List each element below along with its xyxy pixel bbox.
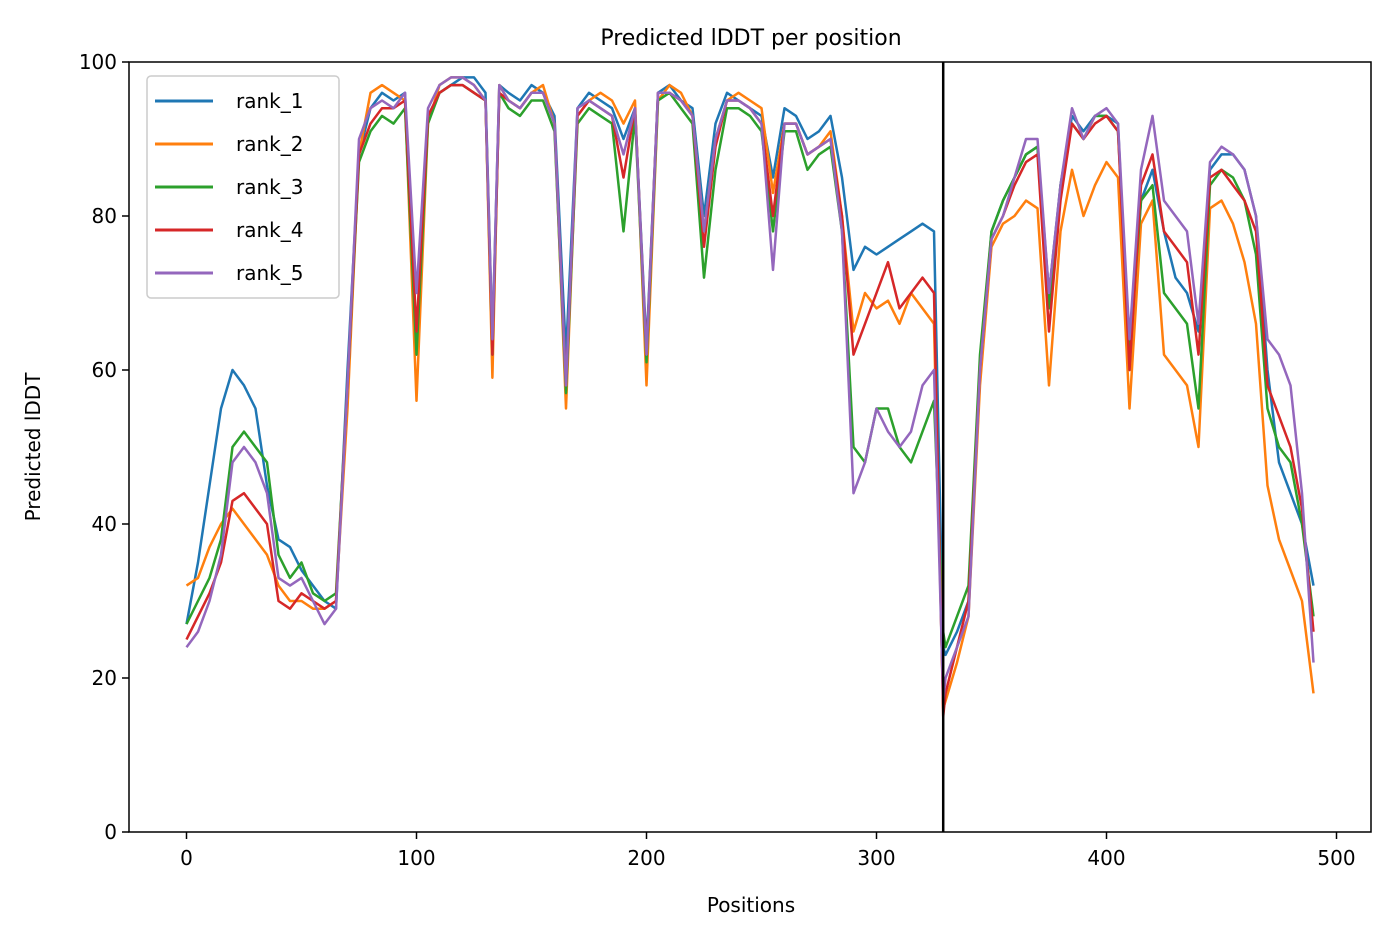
legend-label-rank_2: rank_2 — [236, 132, 303, 156]
y-axis-label: Predicted lDDT — [21, 372, 45, 522]
chart-title: Predicted lDDT per position — [600, 26, 901, 51]
y-tick-label: 0 — [104, 820, 117, 844]
y-axis-ticks: 0 20 40 60 80 100 — [79, 50, 129, 844]
series-line-rank_5 — [185, 76, 1315, 703]
x-tick-label: 200 — [627, 846, 665, 870]
x-tick-label: 400 — [1087, 846, 1125, 870]
y-tick-label: 60 — [92, 358, 117, 382]
legend-box — [146, 75, 340, 299]
x-axis-ticks: 0 100 200 300 400 500 — [180, 832, 1356, 870]
y-tick-label: 80 — [92, 204, 117, 228]
x-tick-label: 300 — [857, 846, 895, 870]
legend-label-rank_1: rank_1 — [236, 89, 303, 113]
plot-frame — [128, 61, 1372, 833]
series-line-rank_2 — [185, 76, 1315, 711]
legend-label-rank_4: rank_4 — [236, 218, 303, 242]
y-tick-label: 100 — [79, 50, 117, 74]
legend: rank_1 rank_2 rank_3 rank_4 rank_5 — [146, 75, 340, 299]
y-tick-label: 40 — [92, 512, 117, 536]
x-tick-label: 0 — [180, 846, 193, 870]
legend-label-rank_3: rank_3 — [236, 175, 303, 199]
x-tick-label: 100 — [397, 846, 435, 870]
series-layer — [185, 76, 1315, 718]
x-axis-label: Positions — [707, 893, 795, 917]
legend-label-rank_5: rank_5 — [236, 261, 303, 285]
y-tick-label: 20 — [92, 666, 117, 690]
x-tick-label: 500 — [1317, 846, 1355, 870]
